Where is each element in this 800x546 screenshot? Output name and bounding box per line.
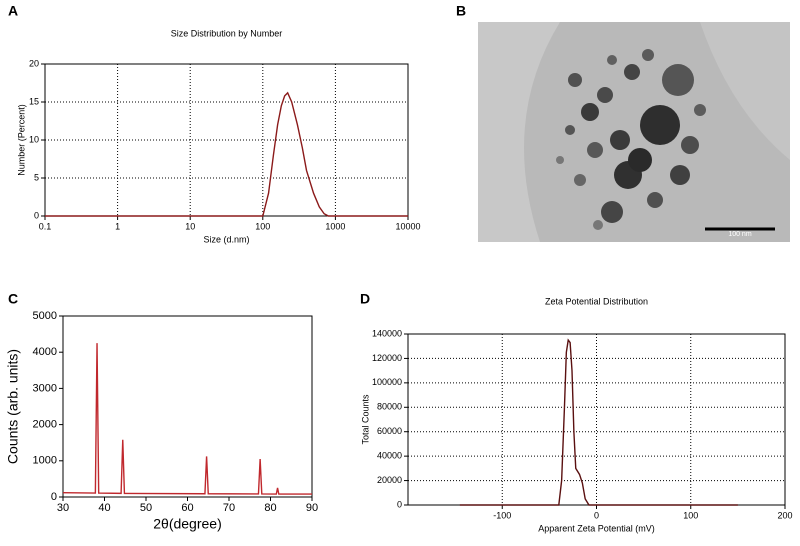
- y-tick-label: 40000: [377, 451, 402, 461]
- y-tick-label: 1000: [33, 455, 57, 467]
- y-tick-label: 20: [29, 58, 39, 68]
- data-line: [459, 338, 738, 506]
- x-axis-label: Size (d.nm): [203, 234, 249, 244]
- plot-frame: [62, 315, 313, 498]
- panel-label: D: [360, 291, 370, 307]
- x-tick-label: 30: [57, 502, 69, 514]
- y-tick-label: 60000: [377, 426, 402, 436]
- x-tick-label: 50: [140, 502, 152, 514]
- y-tick-label: 0: [397, 499, 402, 509]
- y-tick-label: 3000: [33, 382, 57, 394]
- y-tick-label: 120000: [372, 353, 402, 363]
- x-tick-label: 90: [306, 502, 318, 514]
- y-tick-label: 2000: [33, 419, 57, 431]
- image-region: [700, 22, 790, 160]
- y-tick-label: 140000: [372, 328, 402, 338]
- x-axis-label: 2θ(degree): [153, 516, 222, 532]
- y-tick-label: 20000: [377, 475, 402, 485]
- x-tick-label: 80: [264, 502, 276, 514]
- x-tick-label: -100: [493, 510, 511, 520]
- y-tick-label: 4000: [33, 346, 57, 358]
- x-tick-label: 60: [181, 502, 193, 514]
- panel-label: A: [8, 3, 18, 19]
- image-region: [478, 22, 560, 242]
- x-tick-label: 1000: [325, 221, 345, 231]
- particles: [556, 49, 706, 230]
- data-line: [62, 343, 312, 495]
- x-tick-label: 1: [115, 221, 120, 231]
- x-tick-label: 10000: [395, 221, 420, 231]
- x-tick-label: 100: [255, 221, 270, 231]
- chart-title: Size Distribution by Number: [171, 28, 283, 38]
- x-tick-label: 100: [683, 510, 698, 520]
- panel-label: C: [8, 291, 18, 307]
- x-tick-label: 70: [223, 502, 235, 514]
- data-line: [45, 91, 408, 217]
- x-tick-label: 0: [594, 510, 599, 520]
- y-tick-label: 5000: [33, 310, 57, 322]
- y-tick-label: 100000: [372, 377, 402, 387]
- x-axis-label: Apparent Zeta Potential (mV): [538, 523, 655, 533]
- y-tick-label: 15: [29, 96, 39, 106]
- y-tick-label: 0: [34, 210, 39, 220]
- plot-frame: [407, 333, 786, 506]
- y-tick-label: 5: [34, 172, 39, 182]
- y-tick-label: 10: [29, 134, 39, 144]
- x-tick-label: 0.1: [39, 221, 52, 231]
- y-tick-label: 80000: [377, 402, 402, 412]
- x-tick-label: 200: [777, 510, 792, 520]
- x-tick-label: 10: [185, 221, 195, 231]
- scale-bar-label: 100 nm: [728, 231, 752, 238]
- tem-image: 100 nm B: [456, 3, 790, 242]
- panel-label: B: [456, 3, 466, 19]
- y-tick-label: 0: [51, 491, 57, 503]
- x-tick-label: 40: [98, 502, 110, 514]
- chart-title: Zeta Potential Distribution: [545, 296, 648, 306]
- y-axis-label: Counts (arb. units): [5, 349, 21, 464]
- y-axis-label: Total Counts: [360, 394, 370, 445]
- y-axis-label: Number (Percent): [16, 104, 26, 176]
